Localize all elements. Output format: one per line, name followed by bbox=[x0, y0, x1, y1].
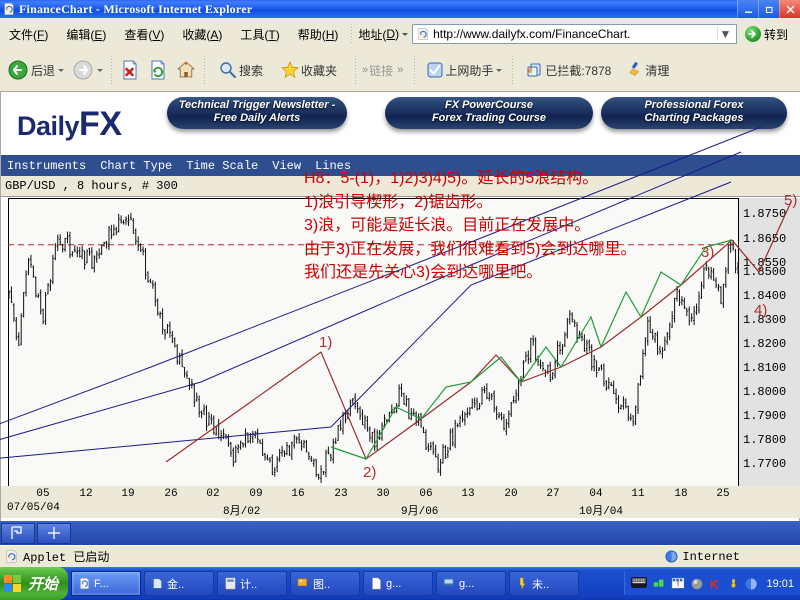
svg-text:!: ! bbox=[677, 581, 679, 588]
svg-text:K: K bbox=[710, 577, 719, 591]
